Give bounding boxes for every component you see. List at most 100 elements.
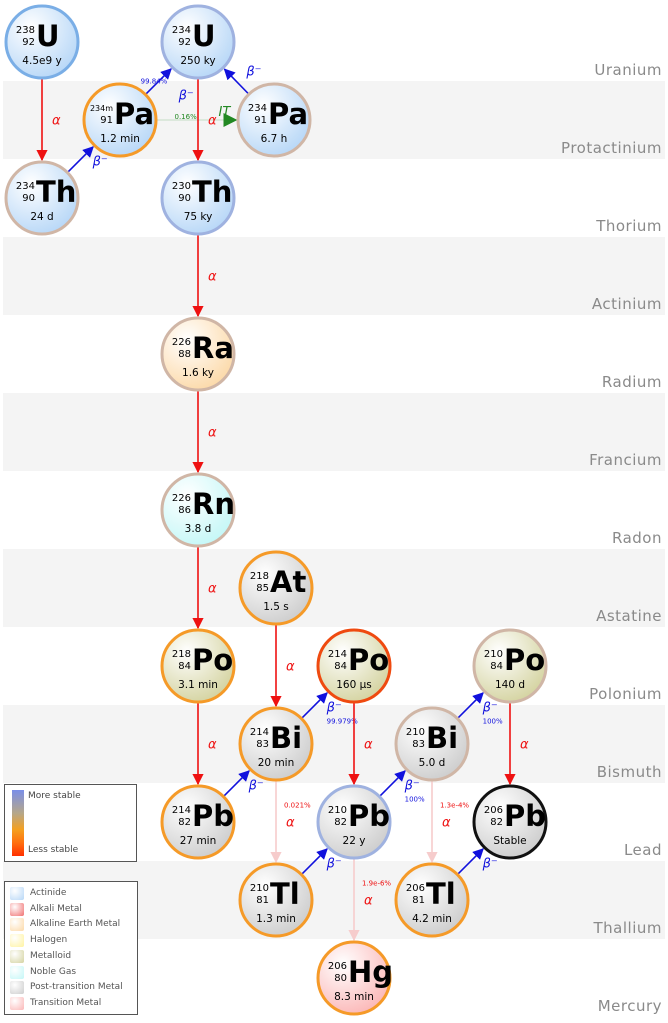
- decay-mode-label: β⁻: [482, 700, 498, 715]
- atomic-number: 82: [178, 817, 191, 828]
- decay-bi210-tl206: α 1.3e-4%: [426, 781, 469, 864]
- legend-label: Alkali Metal: [30, 903, 82, 914]
- row-label-hg: Mercury: [597, 997, 662, 1015]
- decay-mode-label: α: [286, 816, 295, 831]
- decay-mode-label: β⁻: [326, 700, 342, 715]
- nuclide-circle: [316, 940, 392, 1016]
- decay-arrow: [457, 848, 484, 875]
- decay-arrow: [301, 692, 328, 719]
- atomic-number: 90: [22, 193, 35, 204]
- atomic-number: 83: [256, 739, 269, 750]
- decay-mode-label: α: [52, 114, 61, 129]
- decay-mode-label: α: [208, 426, 217, 441]
- legend-item-metalloid: Metalloid: [10, 949, 135, 963]
- half-life: Stable: [493, 835, 526, 847]
- nuclide-pa234m: 234m 91 Pa 1.2 min: [82, 82, 158, 158]
- element-symbol: Po: [348, 643, 389, 677]
- atomic-number: 82: [490, 817, 503, 828]
- half-life: 160 µs: [336, 679, 372, 691]
- decay-mode-label: α: [442, 816, 451, 831]
- decay-pa234m-u234: β⁻ 99.84%: [141, 68, 194, 103]
- legend-label: Actinide: [30, 888, 67, 898]
- half-life: 75 ky: [184, 211, 213, 223]
- half-life: 6.7 h: [261, 133, 288, 145]
- legend-label: Transition Metal: [30, 997, 102, 1008]
- decay-arrow: [457, 692, 484, 719]
- half-life: 4.5e9 y: [22, 55, 61, 67]
- decay-th234-pa234m: β⁻: [67, 146, 108, 173]
- decay-arrows: α β⁻ β⁻ 99.84% IT 0.16% β⁻ α α α α α α β⁻ β⁻ 99.979% α 0.…: [36, 64, 529, 942]
- element-symbol: Th: [192, 175, 232, 209]
- nuclide-circle: [238, 706, 314, 782]
- atomic-number: 83: [412, 739, 425, 750]
- decay-pb210-bi210: β⁻ 100%: [379, 770, 425, 803]
- decay-at218-bi214: α: [270, 625, 295, 708]
- half-life: 20 min: [258, 757, 295, 769]
- element-symbol: Pb: [504, 799, 546, 833]
- legend-swatch: [10, 981, 24, 995]
- decay-mode-label: α: [364, 894, 373, 909]
- mass-number: 238: [16, 25, 35, 36]
- decay-tl206-pb206: β⁻: [457, 848, 498, 875]
- element-symbol: Tl: [270, 877, 300, 911]
- mass-number: 210: [250, 883, 269, 894]
- atomic-number: 84: [178, 661, 191, 672]
- decay-mode-label: α: [208, 114, 217, 129]
- branch-percent-label: 0.021%: [284, 802, 311, 810]
- row-bands: [3, 81, 665, 939]
- row-label-u: Uranium: [594, 61, 662, 79]
- mass-number: 210: [328, 805, 347, 816]
- row-band-at: [3, 549, 665, 627]
- legend-item-alkaline: Alkaline Earth Metal: [10, 918, 135, 932]
- branch-percent-label: 1.9e-6%: [362, 880, 391, 888]
- decay-arrow: [67, 146, 94, 173]
- nuclide-circle: [316, 628, 392, 704]
- nuclide-circle: [236, 82, 312, 158]
- mass-number: 218: [250, 571, 269, 582]
- stability-gradient-bar: [12, 790, 24, 856]
- half-life: 1.6 ky: [182, 367, 214, 379]
- row-label-ac: Actinium: [591, 295, 662, 313]
- half-life: 140 d: [495, 679, 525, 691]
- nuclide-circle: [472, 784, 548, 860]
- row-band-fr: [3, 393, 665, 471]
- decay-u238-th234: α: [36, 79, 61, 162]
- row-label-fr: Francium: [589, 451, 662, 469]
- row-label-bi: Bismuth: [596, 763, 662, 781]
- atomic-number: 92: [22, 37, 35, 48]
- half-life: 1.5 s: [263, 601, 289, 613]
- decay-bi214-tl210: α 0.021%: [270, 781, 311, 864]
- atomic-number: 92: [178, 37, 191, 48]
- decay-mode-label: β⁻: [92, 154, 108, 169]
- decay-mode-label: β⁻: [248, 778, 264, 793]
- decay-mode-label: α: [286, 660, 295, 675]
- mass-number: 234: [172, 25, 191, 36]
- element-symbol: Hg: [348, 955, 393, 989]
- decay-arrow: [145, 68, 172, 95]
- element-kind-legend: Actinide Alkali Metal Alkaline Earth Metal…: [4, 881, 138, 1015]
- decay-po210-pb206: α: [504, 703, 529, 786]
- decay-mode-label: α: [364, 738, 373, 753]
- element-symbol: U: [192, 19, 216, 53]
- nuclide-circle: [394, 862, 470, 938]
- mass-number: 206: [328, 961, 347, 972]
- branch-percent-label: 100%: [483, 717, 503, 725]
- nuclide-circle: [160, 160, 236, 236]
- row-label-pb: Lead: [623, 841, 662, 859]
- nuclide-circle: [4, 4, 80, 80]
- nuclide-circle: [394, 706, 470, 782]
- legend-swatch: [10, 887, 24, 900]
- row-label-pa: Protactinium: [561, 139, 662, 157]
- decay-po218-pb214: α: [192, 703, 217, 786]
